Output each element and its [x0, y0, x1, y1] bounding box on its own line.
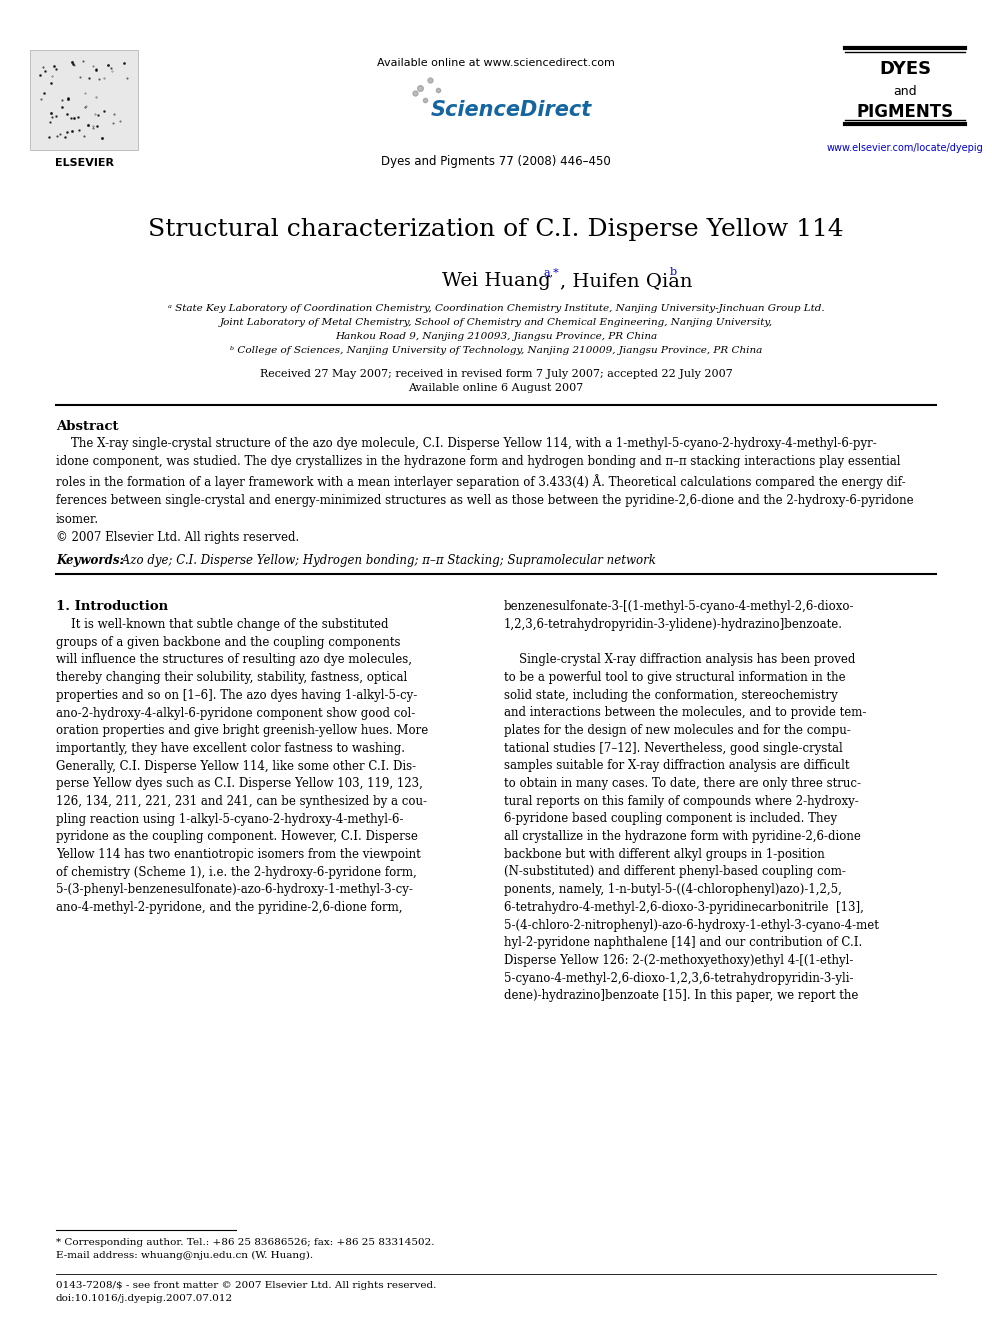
Text: Joint Laboratory of Metal Chemistry, School of Chemistry and Chemical Engineerin: Joint Laboratory of Metal Chemistry, Sch… — [219, 318, 773, 327]
Text: Keywords:: Keywords: — [56, 554, 124, 568]
Text: b: b — [670, 267, 678, 277]
Text: and: and — [893, 85, 917, 98]
Text: DYES: DYES — [879, 60, 931, 78]
Text: It is well-known that subtle change of the substituted
groups of a given backbon: It is well-known that subtle change of t… — [56, 618, 429, 914]
Text: benzenesulfonate-3-[(1-methyl-5-cyano-4-methyl-2,6-dioxo-
1,2,3,6-tetrahydropyri: benzenesulfonate-3-[(1-methyl-5-cyano-4-… — [504, 601, 879, 1003]
Text: PIGMENTS: PIGMENTS — [856, 103, 953, 120]
Text: www.elsevier.com/locate/dyepig: www.elsevier.com/locate/dyepig — [826, 143, 983, 153]
Text: Dyes and Pigments 77 (2008) 446–450: Dyes and Pigments 77 (2008) 446–450 — [381, 155, 611, 168]
Text: Structural characterization of C.I. Disperse Yellow 114: Structural characterization of C.I. Disp… — [148, 218, 844, 241]
Text: 1. Introduction: 1. Introduction — [56, 601, 168, 613]
Text: Available online 6 August 2007: Available online 6 August 2007 — [409, 382, 583, 393]
Text: Azo dye; C.I. Disperse Yellow; Hydrogen bonding; π–π Stacking; Supramolecular ne: Azo dye; C.I. Disperse Yellow; Hydrogen … — [118, 554, 656, 568]
Text: ᵇ College of Sciences, Nanjing University of Technology, Nanjing 210009, Jiangsu: ᵇ College of Sciences, Nanjing Universit… — [230, 347, 762, 355]
Text: Received 27 May 2007; received in revised form 7 July 2007; accepted 22 July 200: Received 27 May 2007; received in revise… — [260, 369, 732, 378]
Bar — [30, 50, 138, 149]
Text: ScienceDirect: ScienceDirect — [431, 101, 591, 120]
Text: ᵃ State Key Laboratory of Coordination Chemistry, Coordination Chemistry Institu: ᵃ State Key Laboratory of Coordination C… — [168, 304, 824, 314]
Text: ELSEVIER: ELSEVIER — [55, 157, 113, 168]
Text: doi:10.1016/j.dyepig.2007.07.012: doi:10.1016/j.dyepig.2007.07.012 — [56, 1294, 233, 1303]
Text: * Corresponding author. Tel.: +86 25 83686526; fax: +86 25 83314502.: * Corresponding author. Tel.: +86 25 836… — [56, 1238, 434, 1248]
Text: The X-ray single-crystal structure of the azo dye molecule, C.I. Disperse Yellow: The X-ray single-crystal structure of th… — [56, 437, 914, 544]
Text: Wei Huang: Wei Huang — [441, 273, 551, 290]
Text: Abstract: Abstract — [56, 419, 118, 433]
Text: 0143-7208/$ - see front matter © 2007 Elsevier Ltd. All rights reserved.: 0143-7208/$ - see front matter © 2007 El… — [56, 1281, 436, 1290]
Text: Hankou Road 9, Nanjing 210093, Jiangsu Province, PR China: Hankou Road 9, Nanjing 210093, Jiangsu P… — [335, 332, 657, 341]
Text: , Huifen Qian: , Huifen Qian — [560, 273, 692, 290]
Text: E-mail address: whuang@nju.edu.cn (W. Huang).: E-mail address: whuang@nju.edu.cn (W. Hu… — [56, 1252, 313, 1259]
Text: Available online at www.sciencedirect.com: Available online at www.sciencedirect.co… — [377, 58, 615, 67]
Text: a,*: a,* — [543, 267, 558, 277]
